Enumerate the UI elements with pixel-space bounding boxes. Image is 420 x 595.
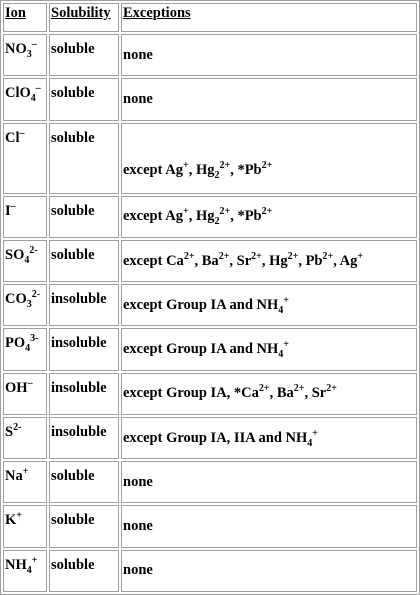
solubility-cell: insoluble [49,416,119,460]
table-row: S2- insoluble except Group IA, IIA and NH4… [3,416,417,460]
exceptions-cell: none [121,549,417,592]
solubility-cell: soluble [49,505,119,548]
header-solubility: Solubility [49,3,119,32]
table-row: Cl– soluble except Ag+, Hg22+, *Pb2+ [3,122,417,194]
ion-cell: Na+ [3,461,47,504]
ion-cell: PO43- [3,328,47,371]
exceptions-cell: except Group IA and NH4+ [121,284,417,327]
solubility-cell: soluble [49,549,119,592]
solubility-cell: soluble [49,461,119,504]
exceptions-cell: except Ag+, Hg22+, *Pb2+ [121,122,417,194]
ion-cell: NH4+ [3,549,47,592]
header-row: Ion Solubility Exceptions [3,3,417,32]
table-row: Na+ soluble none [3,461,417,504]
table-row: I– soluble except Ag+, Hg22+, *Pb2+ [3,195,417,238]
exceptions-cell: none [121,505,417,548]
ion-cell: ClO4– [3,78,47,121]
solubility-cell: insoluble [49,284,119,327]
ion-cell: S2- [3,416,47,460]
solubility-cell: soluble [49,239,119,283]
ion-cell: CO32- [3,284,47,327]
exceptions-cell: except Group IA, *Ca2+, Ba2+, Sr2+ [121,372,417,415]
ion-cell: NO3– [3,34,47,77]
table-row: NH4+ soluble none [3,549,417,592]
ion-cell: I– [3,195,47,238]
ion-cell: SO42- [3,239,47,283]
solubility-cell: soluble [49,195,119,238]
solubility-cell: insoluble [49,328,119,371]
table-row: OH– insoluble except Group IA, *Ca2+, Ba2+… [3,372,417,415]
solubility-cell: soluble [49,78,119,121]
table-row: PO43- insoluble except Group IA and NH4+ [3,328,417,371]
exceptions-cell: none [121,34,417,77]
ion-cell: Cl– [3,122,47,194]
exceptions-cell: except Ag+, Hg22+, *Pb2+ [121,195,417,238]
exceptions-cell: except Group IA, IIA and NH4+ [121,416,417,460]
table-row: NO3– soluble none [3,34,417,77]
solubility-cell: insoluble [49,372,119,415]
table-row: CO32- insoluble except Group IA and NH4+ [3,284,417,327]
exceptions-cell: except Ca2+, Ba2+, Sr2+, Hg2+, Pb2+, Ag+ [121,239,417,283]
table-row: K+ soluble none [3,505,417,548]
header-exceptions: Exceptions [121,3,417,32]
solubility-cell: soluble [49,34,119,77]
ion-cell: OH– [3,372,47,415]
solubility-cell: soluble [49,122,119,194]
exceptions-cell: except Group IA and NH4+ [121,328,417,371]
exceptions-cell: none [121,78,417,121]
table-row: ClO4– soluble none [3,78,417,121]
ion-cell: K+ [3,505,47,548]
header-ion: Ion [3,3,47,32]
exceptions-cell: none [121,461,417,504]
table-row: SO42- soluble except Ca2+, Ba2+, Sr2+, Hg2… [3,239,417,283]
